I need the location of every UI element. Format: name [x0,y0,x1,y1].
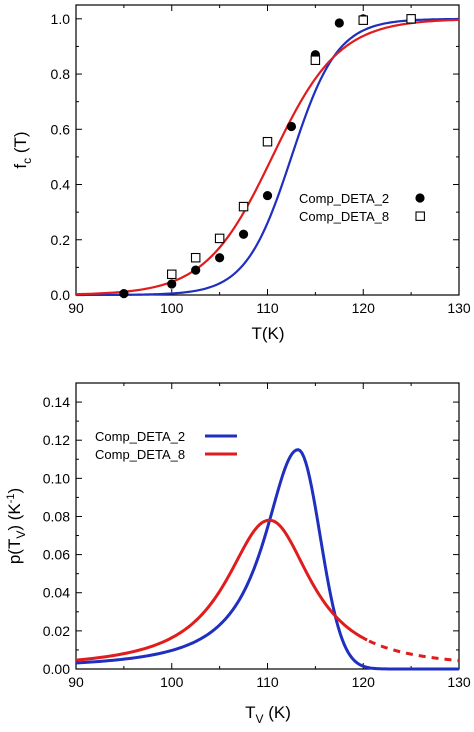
data-point [215,253,225,263]
x-tick-label: 100 [160,300,184,316]
y-axis-title: p(TV) (K-1) [5,488,28,564]
density-line-comp-deta-2 [75,448,459,671]
x-axis-title: TV (K) [245,703,291,726]
y-axis-title-part: ) (K [5,503,24,531]
x-axis-title-sub: V [255,712,263,726]
x-tick-label: 110 [256,300,279,316]
legend: Comp_DETA_2 Comp_DETA_8 [95,429,237,462]
data-point [214,233,225,244]
chart-probability-density: 90 100 110 120 130 0.00 0.02 0.04 0.06 0.08 0.10 0.… [5,382,471,726]
density-line-comp-deta-8 [75,518,368,662]
x-tick-label: 90 [68,674,84,690]
data-point [310,55,321,65]
y-tick-label: 0.12 [43,432,70,448]
data-point [334,18,344,28]
y-tick-label: 0.10 [43,470,70,486]
legend-label: Comp_DETA_8 [299,209,389,224]
y-tick-label: 0.2 [51,232,71,248]
data-point [262,190,273,201]
data-point [167,279,177,289]
data-point [358,15,368,25]
x-tick-label: 100 [160,674,184,690]
density-line-dashed-comp-deta-8 [368,639,460,663]
legend-marker [415,193,425,203]
legend-label: Comp_DETA_8 [95,447,185,462]
y-tick-label: 0.0 [51,287,71,303]
y-axis-title-sub: c [20,158,34,164]
x-tick-label: 130 [447,300,471,316]
data-point [119,289,129,299]
data-point [238,201,249,212]
data-point [167,269,177,280]
y-tick-label: 0.8 [51,66,71,82]
y-axis-title-part: ) [5,488,24,494]
data-point [286,121,297,132]
legend-label: Comp_DETA_2 [95,429,185,444]
legend: Comp_DETA_2 Comp_DETA_8 [299,191,425,224]
y-tick-label: 0.02 [43,623,70,639]
legend-marker [415,211,425,221]
y-tick-label: 0.00 [43,661,70,677]
y-tick-label: 1.0 [51,11,71,27]
y-axis-title-part: p(T [5,539,24,565]
data-point [191,265,201,275]
y-tick-label: 0.06 [43,547,70,563]
y-axis-title-sup: -1 [5,493,17,503]
x-axis-title: T(K) [251,324,284,343]
x-axis-title-main: T [245,703,255,722]
y-tick-label: 0.04 [43,585,70,601]
x-tick-label: 90 [68,300,84,316]
plot-frame [75,4,460,296]
y-tick-label: 0.08 [43,508,70,524]
fit-curve-comp-deta-8 [75,18,460,296]
x-tick-label: 120 [352,674,376,690]
data-point [262,136,273,147]
fit-curve-comp-deta-2 [75,17,460,297]
y-axis-title: fc (T) [11,131,34,168]
x-tick-label: 130 [447,674,471,690]
y-axis-title-main: f [11,164,30,169]
data-point [190,252,201,263]
y-axis-title-tail: (T) [11,131,30,157]
data-point [406,14,416,24]
x-tick-label: 110 [256,674,279,690]
y-axis-title-sub: V [14,531,28,539]
y-tick-label: 0.6 [51,121,71,137]
y-tick-label: 0.14 [43,394,70,410]
chart-fc-vs-temperature: 90 100 110 120 130 0.0 0.2 0.4 0.6 0.8 1.0 Comp_DET… [11,4,471,343]
data-point [238,229,249,239]
legend-label: Comp_DETA_2 [299,191,389,206]
x-axis-title-tail: (K) [264,703,291,722]
y-tick-label: 0.4 [51,177,71,193]
x-tick-label: 120 [352,300,376,316]
